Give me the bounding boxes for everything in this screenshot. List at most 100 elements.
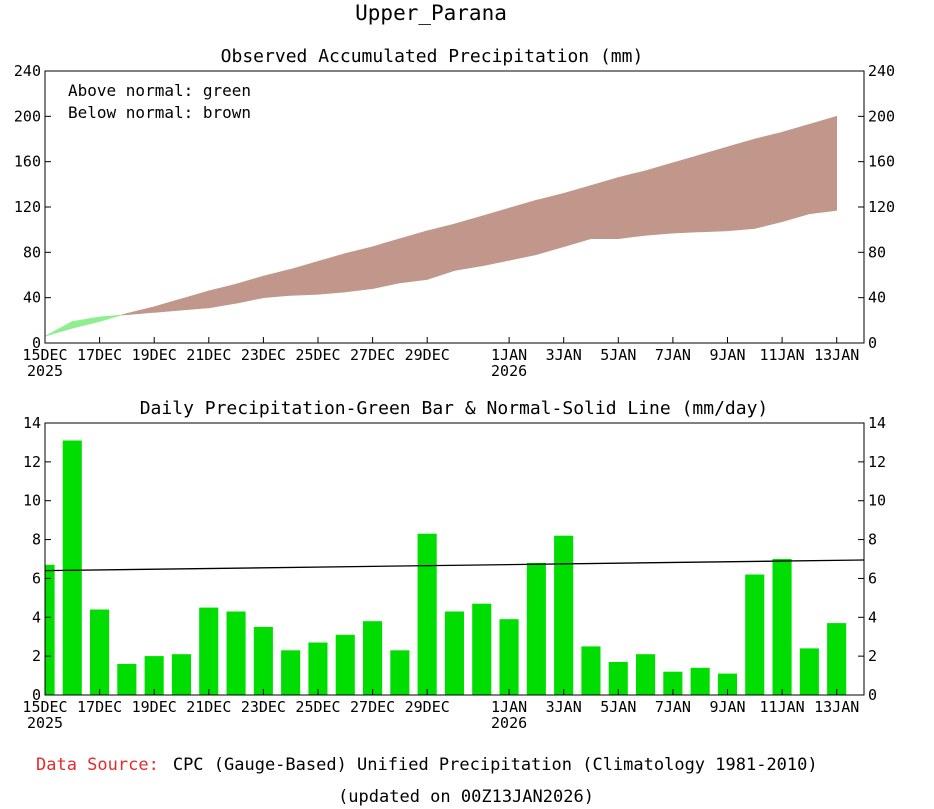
daily-bar — [745, 574, 765, 695]
x-tick-label: 1JAN — [491, 346, 527, 364]
accumulated-frame — [44, 70, 865, 344]
main-title: Upper_Parana — [355, 1, 507, 25]
daily-bar — [62, 440, 82, 695]
x-tick-label: 21DEC — [186, 346, 231, 364]
daily-bar — [417, 533, 437, 695]
daily-bar — [827, 623, 847, 695]
x-tick-label: 23DEC — [241, 698, 286, 716]
y-tick-label-left: 0 — [32, 334, 41, 352]
daily-bar — [690, 667, 710, 695]
below-normal-area — [426, 223, 455, 280]
y-tick-label-left: 14 — [23, 414, 41, 432]
x-tick-label: 17DEC — [77, 346, 122, 364]
below-normal-area — [809, 115, 838, 215]
daily-bar — [390, 650, 410, 695]
x-year-label: 2026 — [491, 362, 527, 380]
daily-bar — [144, 656, 164, 695]
below-normal-area — [727, 138, 756, 232]
daily-bar — [717, 673, 737, 695]
below-normal-area — [563, 185, 592, 248]
below-normal-area — [372, 238, 401, 289]
y-tick-label-left: 160 — [14, 153, 41, 171]
y-tick-label-right: 10 — [868, 492, 886, 510]
x-tick-label: 3JAN — [546, 346, 582, 364]
legend-above-note: Above normal: green — [68, 81, 251, 100]
below-normal-area — [121, 313, 128, 316]
accumulated-precip-panel: Observed Accumulated Precipitation (mm) … — [14, 46, 895, 380]
y-tick-label-left: 10 — [23, 492, 41, 510]
x-tick-label: 15DEC — [22, 698, 67, 716]
below-normal-area — [126, 306, 155, 316]
x-tick-label: 23DEC — [241, 346, 286, 364]
x-tick-label: 19DEC — [132, 698, 177, 716]
daily-bar — [472, 603, 492, 695]
y-tick-label-left: 40 — [23, 289, 41, 307]
y-tick-label-right: 8 — [868, 531, 877, 549]
below-normal-area — [290, 261, 319, 296]
daily-bar — [226, 611, 246, 695]
daily-bar — [608, 662, 628, 695]
daily-bar — [444, 611, 464, 695]
y-tick-label-right: 200 — [868, 107, 895, 125]
x-tick-label: 5JAN — [600, 346, 636, 364]
above-normal-area — [44, 320, 73, 337]
x-tick-label: 27DEC — [350, 698, 395, 716]
y-tick-label-right: 160 — [868, 153, 895, 171]
below-normal-area — [508, 199, 537, 261]
y-tick-label-right: 0 — [868, 334, 877, 352]
x-tick-label: 7JAN — [655, 698, 691, 716]
daily-bar — [663, 671, 683, 695]
daily-bar — [363, 621, 383, 695]
y-tick-label-left: 80 — [23, 243, 41, 261]
above-normal-area — [72, 316, 100, 329]
y-tick-label-left: 120 — [14, 198, 41, 216]
y-tick-label-left: 2 — [32, 647, 41, 665]
x-year-label: 2025 — [27, 714, 63, 732]
daily-bar — [199, 607, 219, 695]
x-tick-label: 7JAN — [655, 346, 691, 364]
x-tick-label: 9JAN — [709, 346, 745, 364]
y-tick-label-right: 40 — [868, 289, 886, 307]
below-normal-area — [481, 207, 510, 267]
daily-bar — [799, 648, 819, 695]
below-normal-area — [781, 123, 810, 223]
x-tick-label: 11JAN — [760, 698, 805, 716]
x-tick-label: 17DEC — [77, 698, 122, 716]
below-normal-area — [235, 275, 264, 304]
daily-bar — [636, 654, 656, 695]
below-normal-area — [317, 253, 346, 295]
daily-plot-area: 0 0 2 2 4 4 6 6 8 8 10 10 12 12 14 14 15DEC 17DEC 19DEC 21D… — [22, 414, 886, 732]
daily-bar — [526, 562, 546, 695]
y-tick-label-right: 80 — [868, 243, 886, 261]
x-tick-label: 9JAN — [709, 698, 745, 716]
daily-bar — [308, 642, 328, 695]
updated-text: (updated on 00Z13JAN2026) — [338, 787, 594, 807]
y-tick-label-right: 240 — [868, 62, 895, 80]
y-tick-label-right: 12 — [868, 453, 886, 471]
daily-bar — [554, 535, 574, 695]
normal-line — [44, 559, 865, 572]
y-tick-label-left: 6 — [32, 569, 41, 587]
daily-bar — [281, 650, 301, 695]
x-tick-label: 5JAN — [600, 698, 636, 716]
x-tick-label: 25DEC — [295, 346, 340, 364]
y-tick-label-right: 6 — [868, 569, 877, 587]
y-tick-label-right: 2 — [868, 647, 877, 665]
x-tick-label: 19DEC — [132, 346, 177, 364]
below-normal-area — [153, 298, 182, 313]
x-tick-label: 29DEC — [405, 698, 450, 716]
daily-bar — [335, 634, 355, 695]
daily-bar — [772, 559, 792, 695]
y-tick-label-right: 4 — [868, 608, 877, 626]
daily-bar — [499, 619, 519, 695]
daily-bar — [117, 663, 137, 695]
daily-bar — [581, 646, 601, 695]
x-tick-label: 27DEC — [350, 346, 395, 364]
below-normal-area — [208, 283, 237, 309]
y-tick-label-left: 4 — [32, 608, 41, 626]
data-source-label: Data Source: — [36, 755, 159, 775]
y-tick-label-left: 8 — [32, 531, 41, 549]
x-tick-label: 25DEC — [295, 698, 340, 716]
y-tick-label-left: 200 — [14, 107, 41, 125]
